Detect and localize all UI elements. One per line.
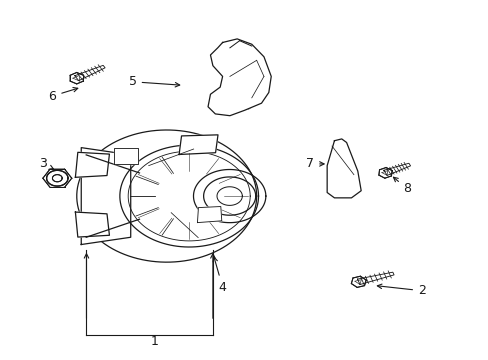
Polygon shape <box>197 207 222 222</box>
Polygon shape <box>179 135 218 154</box>
Polygon shape <box>75 212 109 237</box>
Polygon shape <box>114 148 138 165</box>
Polygon shape <box>90 141 256 251</box>
Text: 3: 3 <box>39 157 54 170</box>
Polygon shape <box>70 72 83 84</box>
Polygon shape <box>81 148 130 244</box>
Polygon shape <box>334 183 348 193</box>
Polygon shape <box>326 139 361 198</box>
Text: 4: 4 <box>213 257 226 294</box>
Text: 6: 6 <box>48 87 78 103</box>
Polygon shape <box>243 77 264 93</box>
Text: 8: 8 <box>393 177 410 195</box>
Polygon shape <box>193 170 265 222</box>
Text: 5: 5 <box>128 75 180 88</box>
Polygon shape <box>331 150 346 160</box>
Polygon shape <box>378 167 391 178</box>
Polygon shape <box>227 50 246 64</box>
Polygon shape <box>46 170 68 186</box>
Text: 1: 1 <box>150 335 158 348</box>
Polygon shape <box>357 272 393 284</box>
Polygon shape <box>351 276 366 287</box>
Polygon shape <box>207 39 271 116</box>
Polygon shape <box>75 152 109 177</box>
Polygon shape <box>235 97 253 110</box>
Text: 7: 7 <box>305 157 324 170</box>
Polygon shape <box>120 145 258 247</box>
Polygon shape <box>212 98 227 109</box>
Polygon shape <box>75 66 105 81</box>
Text: 2: 2 <box>377 284 425 297</box>
Polygon shape <box>43 169 72 188</box>
Polygon shape <box>383 163 410 175</box>
